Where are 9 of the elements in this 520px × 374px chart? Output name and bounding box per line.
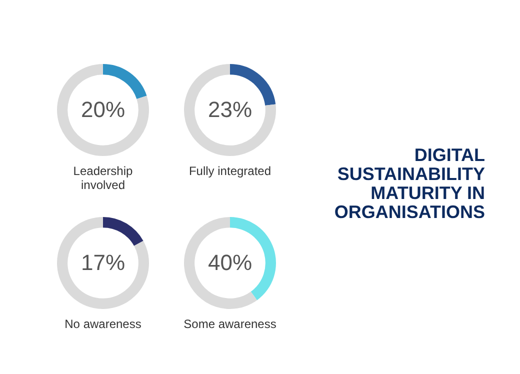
text: DIGITAL SUSTAINABILITY MATURITY IN ORGANISATIONS [333, 145, 485, 222]
text: Some awareness [182, 317, 278, 331]
text: No awareness [64, 317, 142, 331]
text: Leadership involved [72, 164, 134, 192]
data-label: 20% [80, 97, 126, 122]
text: Fully integrated [188, 164, 272, 178]
data-label: 17% [80, 250, 126, 276]
data-label: 40% [208, 250, 252, 276]
data-label: 23% [208, 97, 252, 122]
